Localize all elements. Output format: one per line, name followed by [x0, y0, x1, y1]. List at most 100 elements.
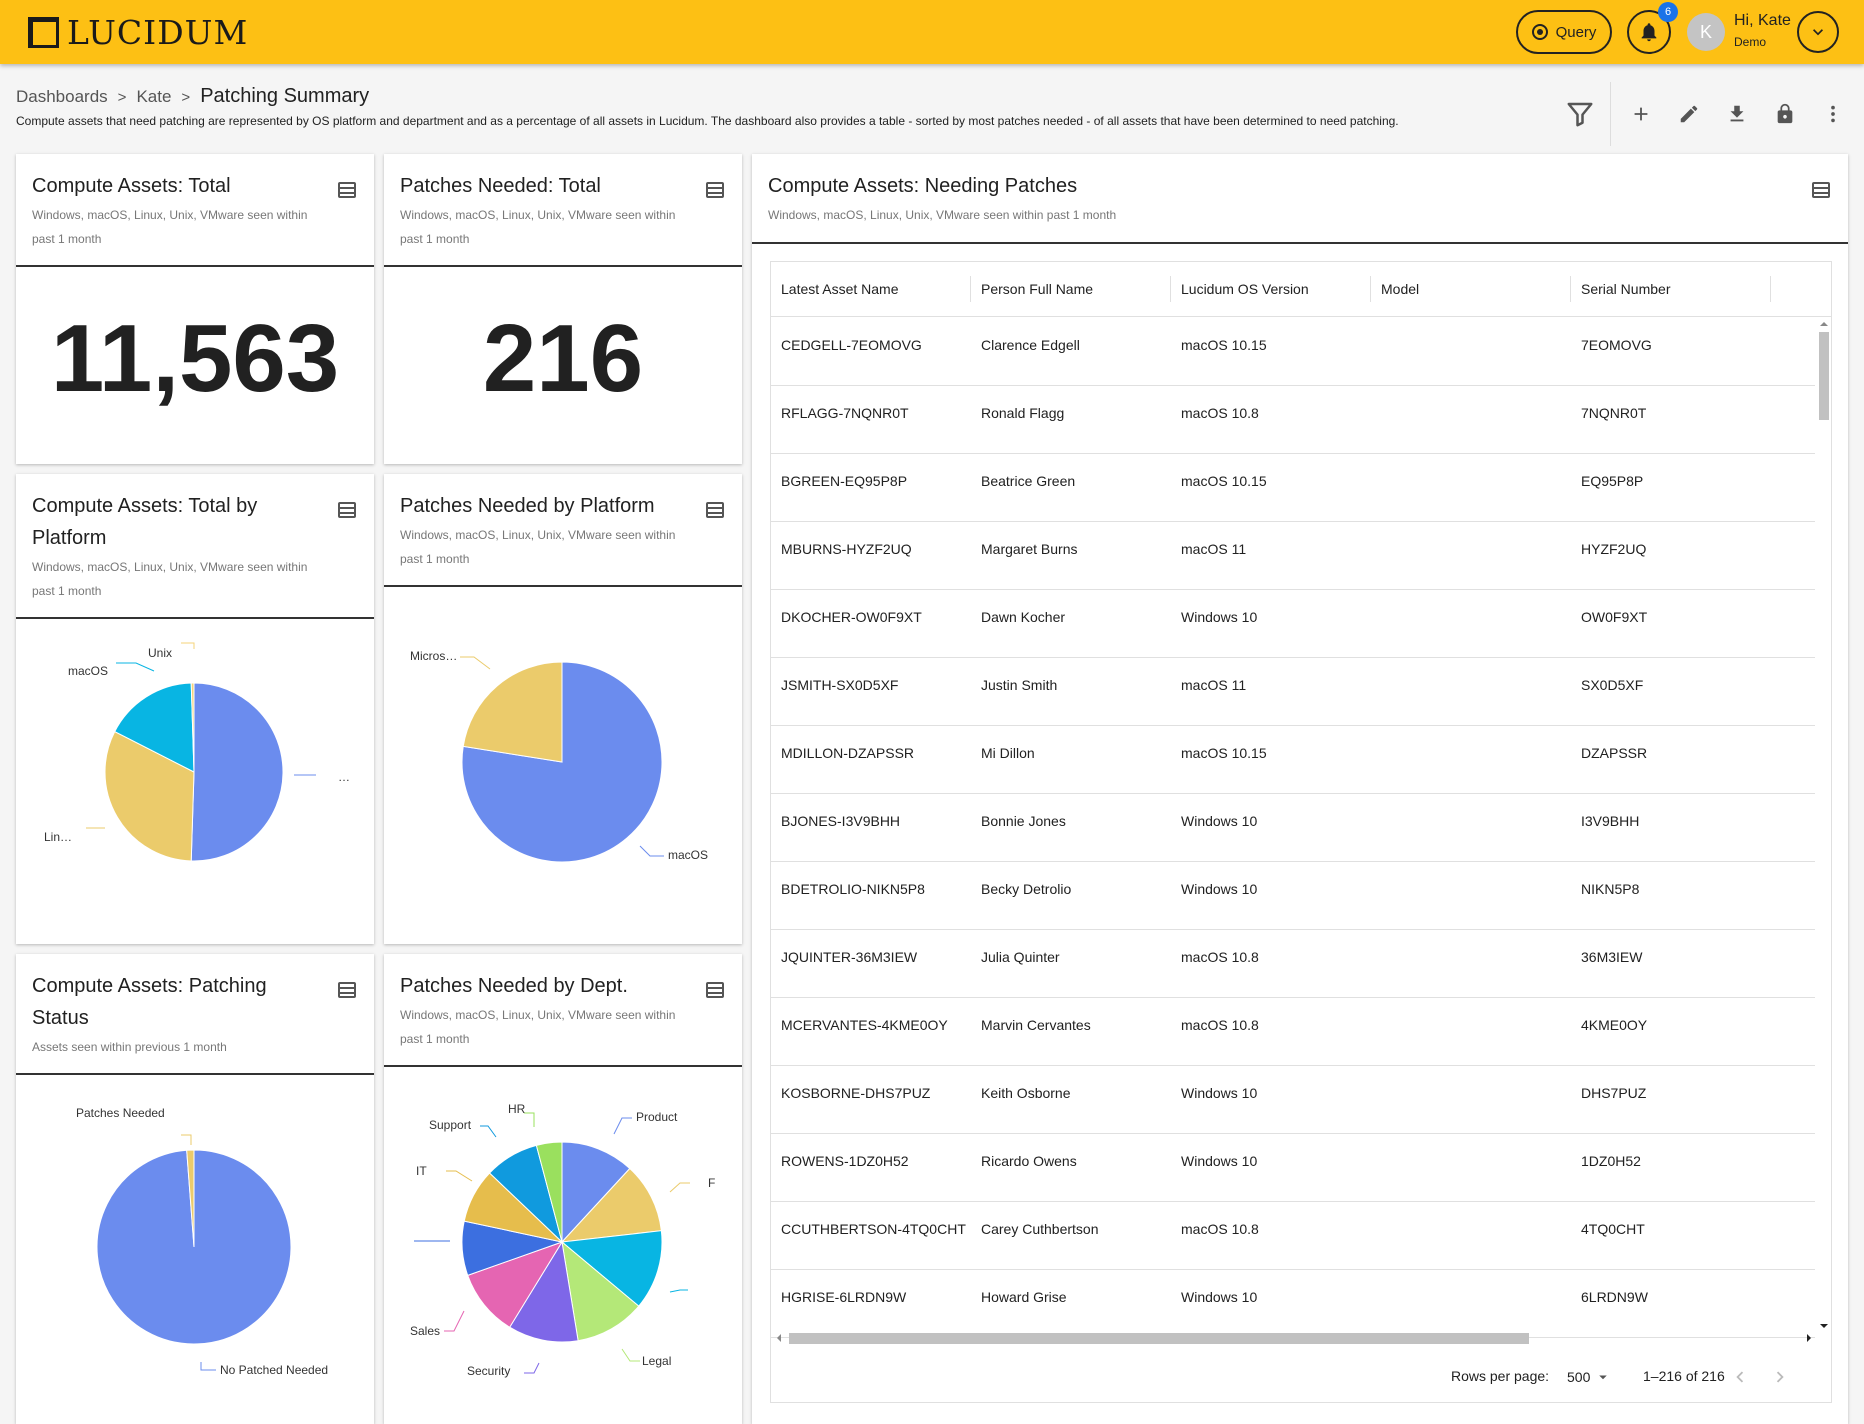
- user-menu-button[interactable]: [1797, 11, 1839, 53]
- card-title: Compute Assets: Total: [32, 175, 231, 197]
- table-view-icon[interactable]: [338, 502, 356, 518]
- card-subtitle: Windows, macOS, Linux, Unix, VMware seen…: [32, 208, 308, 222]
- table-row[interactable]: CCUTHBERTSON-4TQ0CHT Carey Cuthbertson mac…: [771, 1202, 1815, 1270]
- card-title: Compute Assets: Needing Patches: [768, 175, 1078, 197]
- add-button[interactable]: [1617, 92, 1665, 136]
- download-button[interactable]: [1713, 92, 1761, 136]
- avatar[interactable]: K: [1687, 13, 1725, 51]
- table-view-icon[interactable]: [1812, 182, 1830, 198]
- cell-person-name: Bonnie Jones: [981, 813, 1066, 829]
- pie-label: Security: [467, 1364, 511, 1378]
- pie-slice-unlabeled[interactable]: [190, 682, 284, 862]
- next-page-icon[interactable]: [1769, 1366, 1791, 1388]
- cell-model: [1371, 1270, 1381, 1325]
- column-header-person-name[interactable]: Person Full Name: [981, 281, 1094, 297]
- cell-os-version: macOS 10.8: [1181, 949, 1259, 965]
- table-row[interactable]: HGRISE-6LRDN9W Howard Grise Windows 10 6LRD…: [771, 1270, 1815, 1338]
- column-header-model[interactable]: Model: [1381, 281, 1420, 297]
- column-header-asset-name[interactable]: Latest Asset Name: [781, 281, 899, 297]
- pie-slice-hr[interactable]: [535, 1141, 563, 1243]
- table-row[interactable]: RFLAGG-7NQNR0T Ronald Flagg macOS 10.8 7NQN…: [771, 386, 1815, 454]
- cell-serial-number: 36M3IEW: [1581, 949, 1643, 965]
- cell-model: [1371, 1202, 1381, 1257]
- pie-slice-sales[interactable]: [467, 1241, 564, 1328]
- pie-chart-patching-status: [96, 1134, 292, 1371]
- pie-slice-security[interactable]: [508, 1240, 579, 1343]
- lucidum-logo[interactable]: LUCIDUM: [28, 13, 248, 52]
- table-row[interactable]: MDILLON-DZAPSSR Mi Dillon macOS 10.15 DZAPS…: [771, 726, 1815, 794]
- scroll-left-arrow-icon[interactable]: [775, 1333, 783, 1343]
- filter-button[interactable]: [1556, 92, 1604, 136]
- pie-slice-product[interactable]: [561, 1141, 631, 1244]
- cell-person-name: Ronald Flagg: [981, 405, 1065, 421]
- cell-serial-number: 4TQ0CHT: [1581, 1221, 1645, 1237]
- table-row[interactable]: BGREEN-EQ95P8P Beatrice Green macOS 10.15 E…: [771, 454, 1815, 522]
- query-button[interactable]: Query: [1516, 10, 1612, 54]
- edit-button[interactable]: [1665, 92, 1713, 136]
- pie-label: …: [338, 770, 350, 784]
- table-view-icon[interactable]: [338, 982, 356, 998]
- pie-slice-micros[interactable]: [462, 661, 563, 763]
- table-view-icon[interactable]: [706, 182, 724, 198]
- more-options-button[interactable]: [1809, 92, 1857, 136]
- pie-slice-legal[interactable]: [561, 1240, 640, 1342]
- table-row[interactable]: DKOCHER-OW0F9XT Dawn Kocher Windows 10 OW0F…: [771, 590, 1815, 658]
- pie-slice-unlabeled[interactable]: [560, 1230, 663, 1307]
- breadcrumb-kate[interactable]: Kate: [136, 87, 172, 106]
- card-subtitle: past 1 month: [400, 232, 470, 246]
- card-subtitle: Assets seen within previous 1 month: [32, 1040, 227, 1054]
- cell-asset-name: MBURNS-HYZF2UQ: [781, 541, 912, 557]
- cell-person-name: Dawn Kocher: [981, 609, 1066, 625]
- column-divider: [970, 276, 971, 302]
- previous-page-icon[interactable]: [1729, 1366, 1751, 1388]
- pie-slice-macos[interactable]: [114, 682, 195, 773]
- table-row[interactable]: ROWENS-1DZ0H52 Ricardo Owens Windows 10 1DZ…: [771, 1134, 1815, 1202]
- vertical-scroll-thumb[interactable]: [1819, 332, 1829, 420]
- pie-label: No Patched Needed: [220, 1363, 329, 1377]
- table-row[interactable]: MCERVANTES-4KME0OY Marvin Cervantes macOS …: [771, 998, 1815, 1066]
- table-row[interactable]: MBURNS-HYZF2UQ Margaret Burns macOS 11 HYZF…: [771, 522, 1815, 590]
- cell-os-version: macOS 11: [1181, 677, 1247, 693]
- card-title: Compute Assets: Patching: [32, 975, 267, 997]
- pie-label: Micros…: [410, 649, 458, 663]
- card-title: Patches Needed: Total: [400, 175, 601, 197]
- pie-slice-unix[interactable]: [190, 682, 195, 773]
- column-divider: [1770, 276, 1771, 302]
- cell-asset-name: DKOCHER-OW0F9XT: [781, 609, 922, 625]
- table-row[interactable]: BDETROLIO-NIKN5P8 Becky Detrolio Windows 1…: [771, 862, 1815, 930]
- card-header: Compute Assets: Needing Patches Windows,…: [752, 154, 1848, 244]
- rows-per-page-select[interactable]: 500: [1567, 1368, 1612, 1386]
- horizontal-scroll-thumb[interactable]: [789, 1333, 1529, 1344]
- card-subtitle: past 1 month: [400, 1032, 470, 1046]
- table-row[interactable]: KOSBORNE-DHS7PUZ Keith Osborne Windows 10 D…: [771, 1066, 1815, 1134]
- column-header-os-version[interactable]: Lucidum OS Version: [1181, 281, 1309, 297]
- scroll-up-arrow-icon[interactable]: [1819, 320, 1829, 328]
- vertical-scrollbar[interactable]: [1817, 320, 1829, 1330]
- user-greeting: Hi, Kate: [1734, 12, 1791, 29]
- horizontal-scrollbar[interactable]: [775, 1330, 1815, 1344]
- pie-label: macOS: [68, 664, 109, 678]
- breadcrumb-dashboards[interactable]: Dashboards: [16, 87, 108, 106]
- table-row[interactable]: BJONES-I3V9BHH Bonnie Jones Windows 10 I3V9…: [771, 794, 1815, 862]
- notifications-button[interactable]: [1627, 10, 1671, 54]
- pie-slice-f[interactable]: [560, 1167, 662, 1243]
- download-icon: [1730, 105, 1744, 122]
- lock-button[interactable]: [1761, 92, 1809, 136]
- pie-slice-lin[interactable]: [104, 730, 195, 862]
- cell-asset-name: BGREEN-EQ95P8P: [781, 473, 908, 489]
- cell-os-version: macOS 10.8: [1181, 405, 1259, 421]
- table-view-icon[interactable]: [338, 182, 356, 198]
- column-header-serial-number[interactable]: Serial Number: [1581, 281, 1671, 297]
- pie-slice-patches-needed[interactable]: [186, 1149, 195, 1248]
- card-header: Patches Needed by Platform Windows, macO…: [384, 474, 742, 587]
- card-patches-by-platform: Patches Needed by Platform Windows, macO…: [384, 474, 742, 944]
- table-row[interactable]: JQUINTER-36M3IEW Julia Quinter macOS 10.8 3…: [771, 930, 1815, 998]
- table-view-icon[interactable]: [706, 982, 724, 998]
- cell-asset-name: BDETROLIO-NIKN5P8: [781, 881, 925, 897]
- table-row[interactable]: CEDGELL-7EOMOVG Clarence Edgell macOS 10.1…: [771, 318, 1815, 386]
- table-row[interactable]: JSMITH-SX0D5XF Justin Smith macOS 11 SX0D5X…: [771, 658, 1815, 726]
- table-view-icon[interactable]: [706, 502, 724, 518]
- leader-line: [460, 656, 491, 670]
- scroll-down-arrow-icon[interactable]: [1819, 1322, 1829, 1330]
- scroll-right-arrow-icon[interactable]: [1805, 1333, 1813, 1343]
